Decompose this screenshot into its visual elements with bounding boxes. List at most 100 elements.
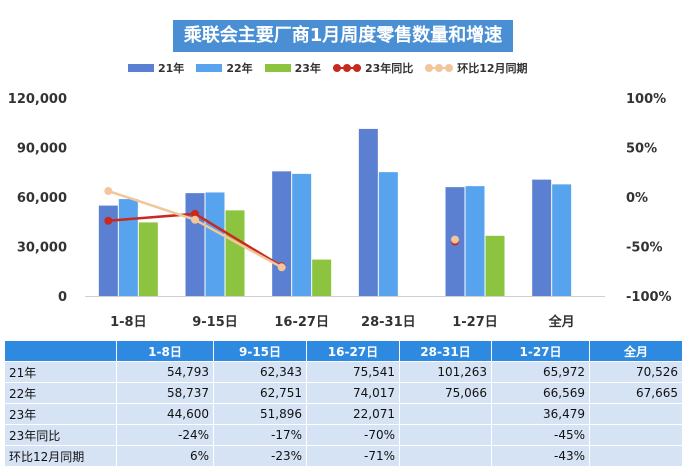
table-header: 全月 xyxy=(589,340,683,362)
table-header-row: 1-8日 9-15日 16-27日 28-31日 1-27日 全月 xyxy=(4,340,683,362)
data-point xyxy=(191,209,199,218)
data-point xyxy=(451,235,459,244)
table-header-corner xyxy=(4,340,117,362)
x-tick-label: 16-27日 xyxy=(274,315,329,330)
bar xyxy=(358,128,378,296)
table-header: 16-27日 xyxy=(306,340,400,362)
bar xyxy=(138,222,158,296)
bar xyxy=(532,179,552,296)
chart-plot: 0 30,000 60,000 90,000 120,000 -100% -50% 0% 50%… xyxy=(8,92,672,330)
legend-item-mom: 环比12月同期 xyxy=(425,60,528,76)
bar xyxy=(225,210,245,296)
table-cell: 74,017 xyxy=(306,382,400,404)
bar xyxy=(185,193,205,296)
table-cell: 58,737 xyxy=(116,382,214,404)
chart-legend: 21年 22年 23年 23年同比 环比12月同期 xyxy=(128,58,528,78)
chart-area: 0 30,000 60,000 90,000 120,000 -100% -50% 0% 50%… xyxy=(8,20,672,330)
table-cell: 6% xyxy=(116,445,214,467)
x-tick-label: 28-31日 xyxy=(361,315,416,330)
table-cell: -70% xyxy=(306,424,400,446)
row-label: 环比12月同期 xyxy=(4,445,117,467)
table-header: 28-31日 xyxy=(399,340,492,362)
row-label: 21年 xyxy=(4,361,117,383)
data-point xyxy=(104,216,113,225)
table-cell: 51,896 xyxy=(213,403,307,425)
legend-swatch-22 xyxy=(196,64,223,72)
table-cell: 36,479 xyxy=(491,403,590,425)
y-right-tick-label: -50% xyxy=(626,241,663,256)
legend-label-mom: 环比12月同期 xyxy=(457,62,528,75)
table-cell: 62,751 xyxy=(213,382,307,404)
bar xyxy=(205,192,225,296)
table-row: 21年 54,793 62,343 75,541 101,263 65,972 … xyxy=(4,361,683,383)
bar xyxy=(465,186,485,296)
table-cell: -43% xyxy=(491,445,590,467)
table-cell: -45% xyxy=(491,424,590,446)
y-left-tick-label: 60,000 xyxy=(17,191,67,206)
bar xyxy=(485,235,505,296)
table-header: 1-27日 xyxy=(491,340,590,362)
bar xyxy=(272,171,292,296)
legend-item-yoy: 23年同比 xyxy=(332,60,414,76)
bar xyxy=(292,173,312,296)
legend-label-22: 22年 xyxy=(226,62,253,75)
table-cell: 62,343 xyxy=(213,361,307,383)
y-left-tick-label: 120,000 xyxy=(8,92,67,107)
table-cell: 70,526 xyxy=(589,361,683,383)
row-label: 23年 xyxy=(4,403,117,425)
legend-swatch-23 xyxy=(264,64,291,72)
table-cell xyxy=(589,403,683,425)
table-cell: -17% xyxy=(213,424,307,446)
data-point xyxy=(104,187,113,196)
table-cell: 44,600 xyxy=(116,403,214,425)
legend-item-23: 23年 xyxy=(264,60,321,76)
table-cell: 66,569 xyxy=(491,382,590,404)
table-cell: -24% xyxy=(116,424,214,446)
legend-label-23: 23年 xyxy=(294,62,321,75)
x-tick-label: 1-27日 xyxy=(452,315,498,330)
y-right-tick-label: 100% xyxy=(626,92,666,107)
legend-swatch-mom xyxy=(425,63,454,73)
chart-title: 乘联会主要厂商1月周度零售数量和增速 xyxy=(173,20,513,52)
table-row: 23年同比 -24% -17% -70% -45% xyxy=(4,424,683,446)
x-tick-label: 全月 xyxy=(548,314,575,330)
bar xyxy=(118,199,138,296)
table-cell: 22,071 xyxy=(306,403,400,425)
legend-label-21: 21年 xyxy=(158,62,185,75)
table-cell: -71% xyxy=(306,445,400,467)
y-left-tick-label: 30,000 xyxy=(17,241,67,256)
data-table: 1-8日 9-15日 16-27日 28-31日 1-27日 全月 21年 54… xyxy=(4,340,683,467)
x-tick-label: 9-15日 xyxy=(192,315,238,330)
table-row: 环比12月同期 6% -23% -71% -43% xyxy=(4,445,683,467)
table-cell: 75,066 xyxy=(399,382,492,404)
legend-swatch-21 xyxy=(128,64,154,72)
data-point xyxy=(277,263,286,272)
row-label: 22年 xyxy=(4,382,117,404)
table-header: 1-8日 xyxy=(116,340,214,362)
table-cell xyxy=(399,403,492,425)
bar xyxy=(378,172,398,296)
table-row: 22年 58,737 62,751 74,017 75,066 66,569 6… xyxy=(4,382,683,404)
legend-label-yoy: 23年同比 xyxy=(364,62,414,75)
table-cell: 65,972 xyxy=(491,361,590,383)
table-cell xyxy=(399,424,492,446)
y-left-tick-label: 0 xyxy=(58,290,67,305)
y-right-tick-label: -100% xyxy=(626,290,672,305)
table-cell: 67,665 xyxy=(589,382,683,404)
legend-swatch-yoy xyxy=(332,63,361,73)
bar xyxy=(552,184,572,296)
table-cell xyxy=(589,445,683,467)
row-label: 23年同比 xyxy=(4,424,117,446)
data-point xyxy=(191,215,199,224)
bar xyxy=(98,205,118,296)
legend-item-22: 22年 xyxy=(196,60,253,76)
y-right-tick-label: 50% xyxy=(626,142,657,157)
y-right-tick-label: 0% xyxy=(626,191,648,206)
table-cell: -23% xyxy=(213,445,307,467)
table-row: 23年 44,600 51,896 22,071 36,479 xyxy=(4,403,683,425)
legend-item-21: 21年 xyxy=(128,60,184,76)
x-tick-label: 1-8日 xyxy=(110,315,147,330)
table-cell xyxy=(399,445,492,467)
table-cell: 54,793 xyxy=(116,361,214,383)
table-cell xyxy=(589,424,683,446)
